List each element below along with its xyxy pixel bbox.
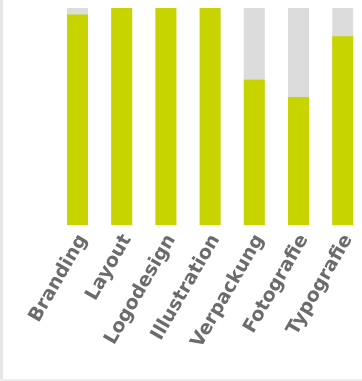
- bar-layout: [111, 8, 133, 225]
- bars: [67, 8, 354, 226]
- bottom-border: [0, 379, 362, 381]
- bar-logodesign: [155, 8, 177, 225]
- bar-verpackung: [243, 79, 265, 225]
- category-labels: BrandingLayoutLogodesignIllustrationVerp…: [24, 230, 357, 351]
- bar-typografie: [332, 36, 354, 226]
- bar-branding: [67, 14, 88, 226]
- category-label-branding: Branding: [24, 230, 92, 325]
- bar-illustration: [199, 8, 221, 225]
- bar-fotografie: [288, 96, 309, 225]
- left-border: [0, 0, 3, 381]
